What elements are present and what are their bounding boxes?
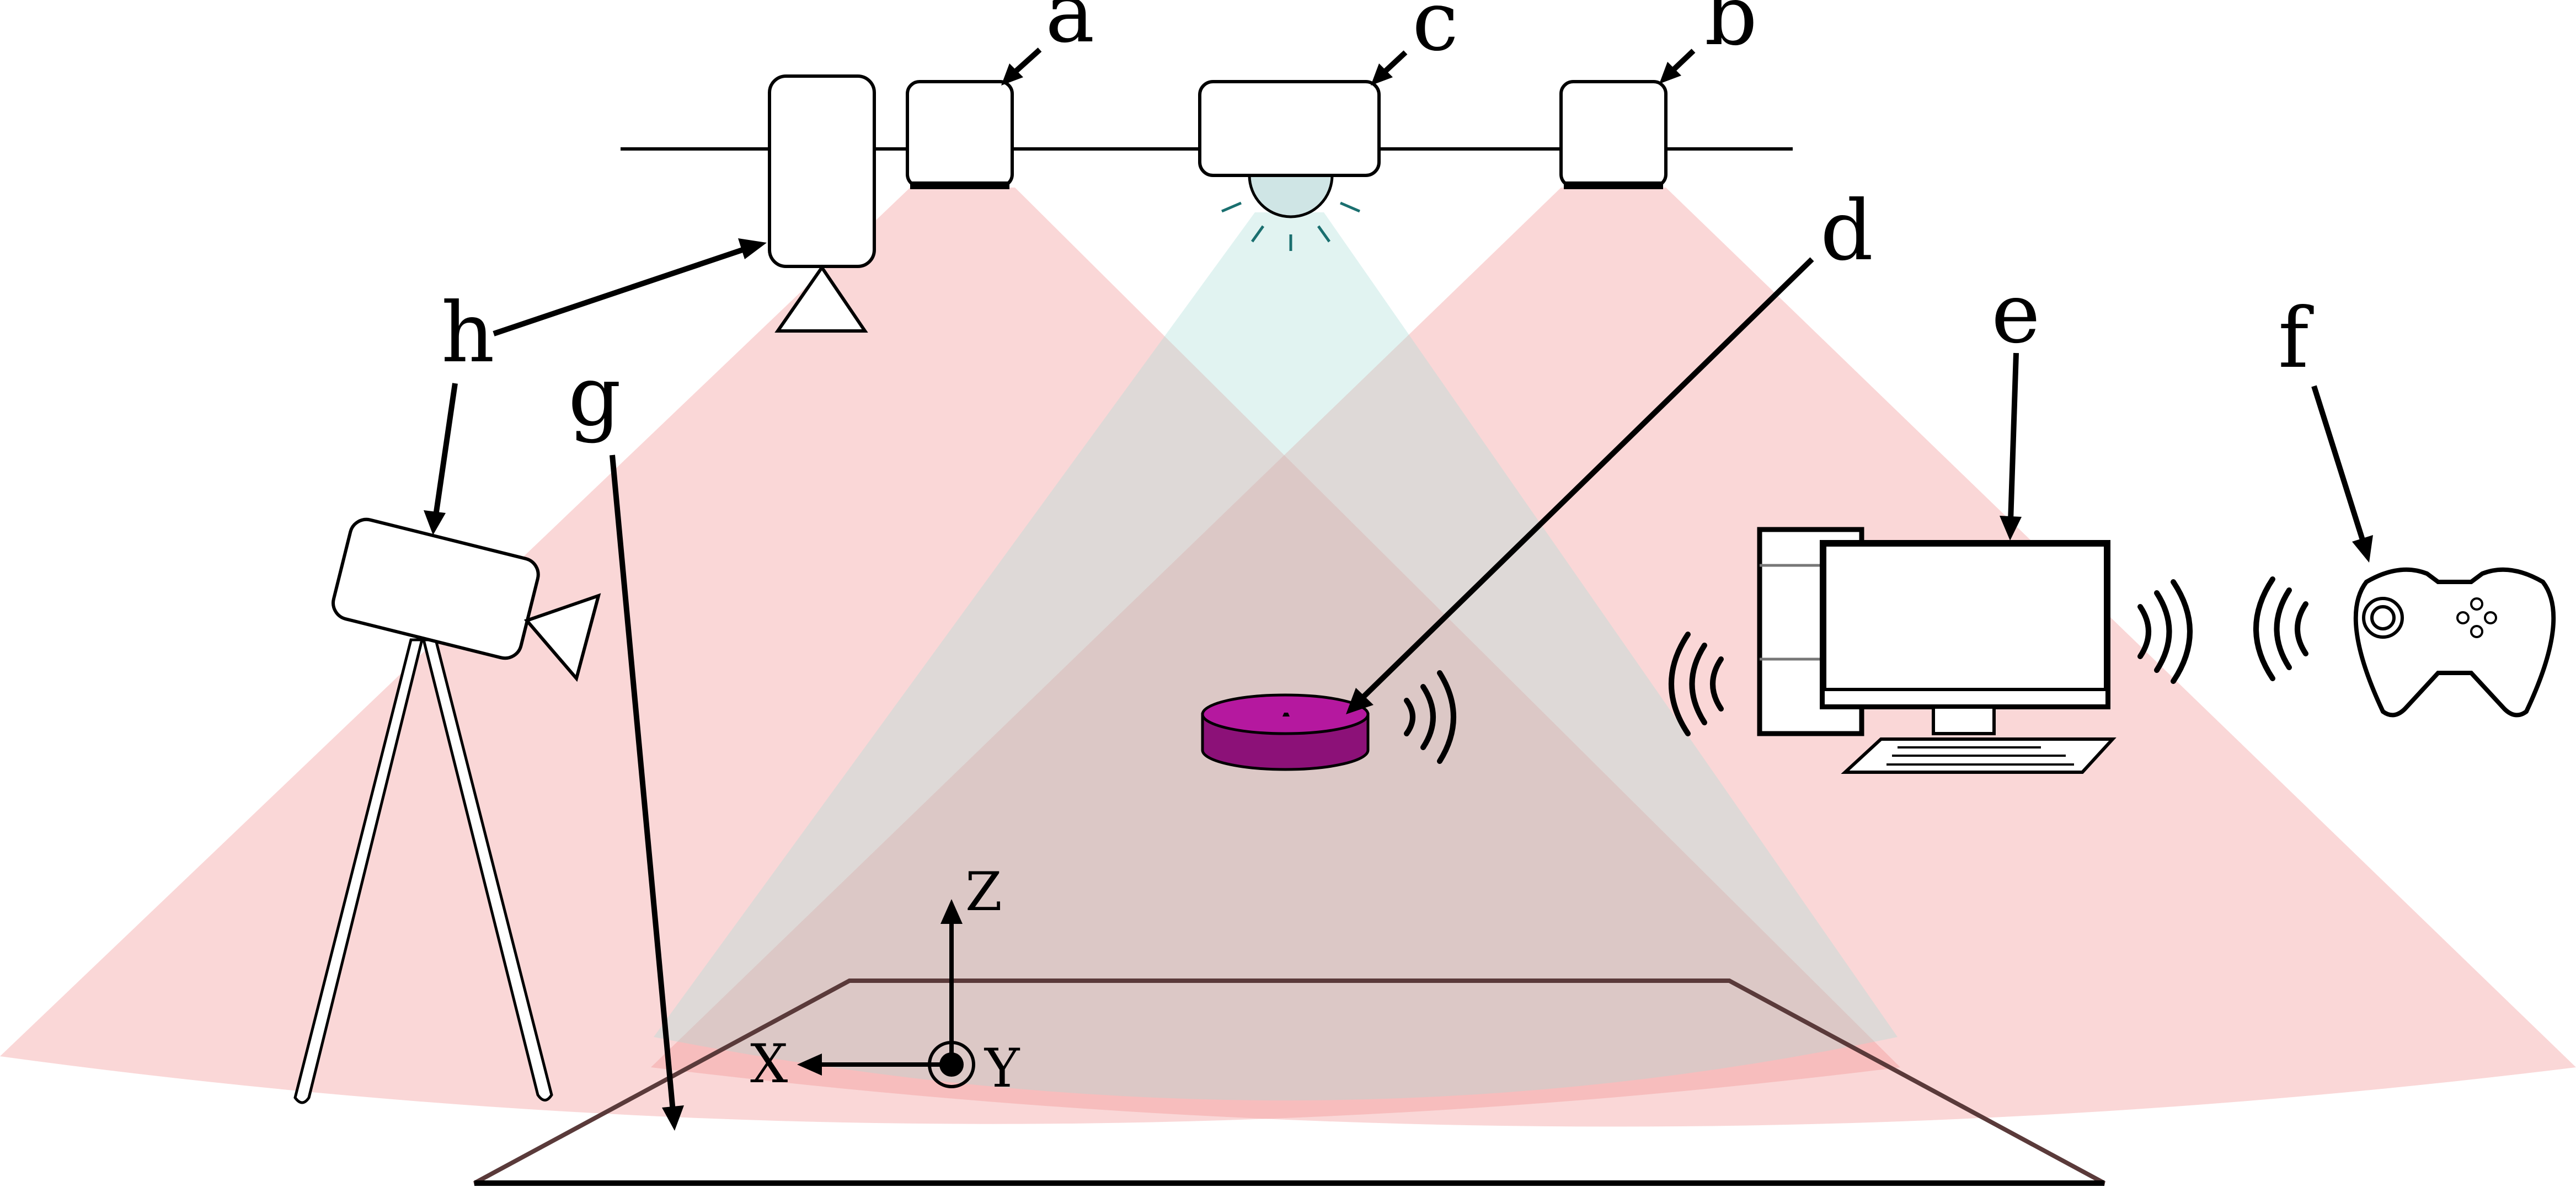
computer-monitor	[1820, 540, 2110, 735]
light-rays	[1221, 201, 1360, 251]
gamepad-body	[2353, 567, 2556, 718]
robot-puck	[1201, 670, 1456, 771]
label-e: e	[1991, 266, 2040, 362]
arrow-e	[2008, 352, 2019, 522]
label-b: b	[1704, 0, 1757, 64]
computer-wireless-right-icon	[2137, 579, 2193, 684]
computer	[1669, 527, 2193, 774]
camera-a-fov-cone	[0, 188, 1900, 1124]
label-d: d	[1820, 183, 1873, 279]
tripod-legs	[293, 638, 553, 1104]
z-axis-label: Z	[965, 861, 1002, 923]
ceiling-camera-a	[906, 80, 1014, 189]
arrow-a	[1010, 47, 1042, 77]
coordinate-axes: Z X Y	[750, 861, 1020, 1099]
robot-wireless-icon	[1404, 670, 1456, 764]
z-axis-arrowhead	[940, 899, 963, 924]
ceiling-projector	[768, 74, 876, 333]
gamepad-wireless-icon	[2253, 576, 2308, 681]
arrow-f	[2311, 385, 2366, 544]
camera-b-fov-cone	[651, 188, 2576, 1127]
arrow-g	[610, 455, 676, 1112]
arrow-h-tripod	[433, 383, 458, 516]
component-labels: a b c d e f g h	[441, 0, 2314, 445]
y-axis-out-of-plane	[928, 1041, 975, 1088]
y-axis-label: Y	[984, 1038, 1020, 1099]
x-axis-label: X	[750, 1033, 788, 1095]
gamepad-buttons	[2456, 597, 2497, 638]
leader-arrows	[424, 47, 2373, 1131]
arrow-h-ceiling	[493, 245, 749, 336]
label-c: c	[1412, 0, 1458, 69]
x-axis-arrowhead	[797, 1054, 822, 1076]
ceiling-camera-b	[1559, 80, 1668, 189]
camera-fov-cones	[0, 188, 2576, 1127]
arrow-b	[1669, 49, 1696, 74]
tripod-projector	[293, 517, 601, 1104]
light-beam	[654, 212, 1898, 1100]
capture-floor	[473, 979, 2105, 1186]
computer-wireless-left-icon	[1669, 632, 1724, 736]
label-h: h	[441, 285, 495, 381]
label-g: g	[568, 349, 621, 445]
label-f: f	[2278, 291, 2314, 387]
projector-lens	[523, 593, 601, 682]
arrow-d	[1360, 257, 1814, 700]
label-a: a	[1045, 0, 1094, 61]
computer-keyboard	[1841, 737, 2117, 774]
light-cone	[654, 212, 1898, 1100]
gamepad	[2253, 567, 2556, 718]
ceiling-light-c	[1198, 80, 1381, 251]
projector-body	[332, 517, 540, 660]
